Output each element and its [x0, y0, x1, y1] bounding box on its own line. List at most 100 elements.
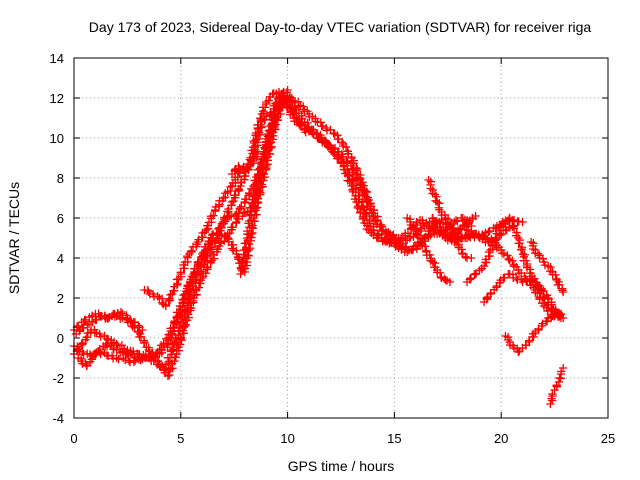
data-point: [558, 363, 568, 373]
data-point: [509, 224, 519, 233]
data-point: [174, 327, 183, 336]
data-point: [238, 212, 247, 221]
data-point: [542, 317, 552, 326]
data-point: [96, 332, 105, 341]
x-tick-label: 15: [387, 431, 401, 446]
data-point: [185, 303, 195, 312]
data-point: [532, 278, 541, 287]
x-tick-label: 10: [280, 431, 294, 446]
data-point: [448, 223, 458, 232]
data-point: [228, 223, 237, 232]
y-axis-label: SDTVAR / TECUs: [6, 182, 22, 294]
data-point: [168, 323, 178, 333]
data-point: [450, 229, 459, 238]
data-point: [509, 343, 519, 353]
data-point: [235, 204, 244, 213]
data-point: [260, 115, 269, 125]
data-point: [238, 257, 247, 267]
data-point: [193, 258, 202, 267]
data-point: [515, 346, 524, 356]
data-point: [194, 257, 203, 266]
data-point: [223, 233, 232, 243]
data-point: [134, 355, 144, 364]
data-point: [509, 215, 519, 225]
data-point: [452, 235, 461, 245]
data-point: [558, 287, 568, 297]
data-point: [369, 226, 378, 235]
data-point: [558, 286, 567, 295]
data-point: [492, 221, 502, 231]
data-point: [486, 288, 496, 298]
data-point: [156, 362, 165, 372]
data-point: [378, 225, 388, 235]
data-point: [517, 268, 526, 278]
data-point: [354, 191, 363, 200]
data-point: [178, 326, 187, 335]
data-point: [170, 353, 180, 362]
data-point: [208, 229, 218, 239]
data-point: [299, 102, 308, 111]
data-point: [484, 227, 493, 237]
data-point: [317, 135, 326, 145]
data-point: [227, 197, 237, 207]
data-point: [229, 196, 238, 206]
data-point: [210, 205, 220, 215]
data-point: [234, 255, 243, 264]
data-point: [304, 123, 313, 132]
x-axis-label: GPS time / hours: [288, 458, 395, 474]
data-point: [466, 274, 476, 283]
data-point: [162, 334, 171, 343]
data-point: [142, 352, 152, 361]
data-point: [82, 360, 92, 370]
x-tick-label: 5: [177, 431, 184, 446]
data-point: [435, 268, 445, 277]
data-point: [440, 210, 450, 220]
data-point: [236, 263, 245, 272]
y-tick-label: 4: [57, 251, 64, 266]
data-point: [539, 257, 549, 267]
data-point: [373, 229, 382, 239]
data-point: [92, 315, 101, 324]
x-tick-label: 20: [494, 431, 508, 446]
data-point: [105, 313, 114, 322]
data-point: [432, 192, 441, 201]
data-point: [504, 223, 514, 232]
data-point: [198, 249, 207, 259]
data-point: [138, 325, 147, 335]
data-point: [500, 273, 509, 282]
data-point: [551, 270, 560, 279]
data-point: [533, 288, 542, 297]
y-tick-label: -4: [52, 411, 64, 426]
data-point: [250, 145, 259, 154]
data-point: [234, 208, 243, 218]
x-tick-label: 25: [601, 431, 615, 446]
data-point: [428, 213, 437, 223]
data-point: [203, 221, 212, 230]
data-point: [504, 255, 513, 264]
data-point: [118, 347, 127, 356]
data-point: [283, 85, 292, 95]
data-point: [491, 233, 500, 242]
data-point: [226, 212, 236, 221]
data-point: [197, 253, 206, 262]
plot-frame: [73, 57, 609, 419]
data-point: [181, 320, 191, 329]
y-tick-label: 2: [57, 291, 64, 306]
data-point: [521, 256, 531, 265]
y-tick-label: -2: [52, 371, 64, 386]
data-point: [254, 127, 263, 137]
data-point: [407, 245, 416, 255]
data-point: [482, 293, 492, 303]
data-point: [488, 240, 497, 250]
data-point: [262, 112, 271, 121]
data-point: [203, 262, 212, 272]
data-point: [209, 211, 218, 220]
data-point: [230, 165, 240, 175]
data-point: [176, 333, 185, 342]
data-point: [246, 206, 255, 216]
data-point: [268, 119, 277, 128]
data-point: [539, 286, 548, 296]
data-point: [362, 197, 371, 206]
data-point: [451, 216, 461, 225]
x-tick-label: 0: [70, 431, 77, 446]
